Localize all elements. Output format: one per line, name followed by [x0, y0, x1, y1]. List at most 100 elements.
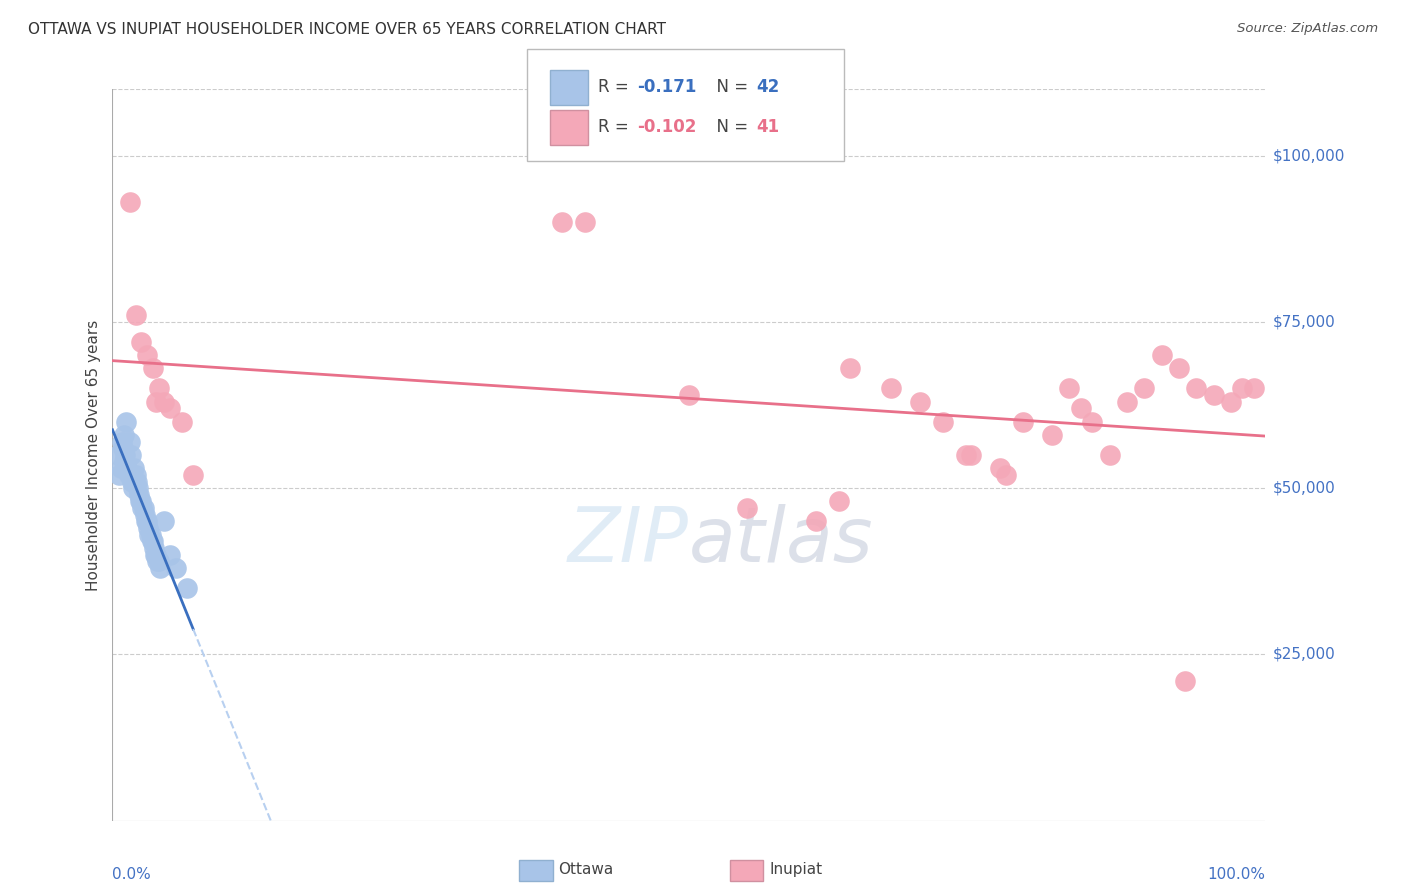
Point	[131, 501, 153, 516]
Point	[955, 448, 977, 462]
Point	[1012, 415, 1035, 429]
Point	[136, 348, 159, 362]
Point	[176, 581, 198, 595]
Point	[145, 394, 167, 409]
Text: $75,000: $75,000	[1272, 315, 1336, 329]
Point	[165, 561, 187, 575]
Point	[111, 442, 134, 456]
Point	[1116, 394, 1139, 409]
Point	[159, 548, 181, 562]
Text: ZIP: ZIP	[568, 504, 689, 578]
Text: R =: R =	[598, 119, 634, 136]
Point	[148, 381, 170, 395]
Point	[170, 415, 193, 429]
Point	[1150, 348, 1173, 362]
Point	[112, 454, 135, 468]
Point	[125, 475, 148, 489]
Point	[931, 415, 953, 429]
Text: Inupiat: Inupiat	[769, 863, 823, 877]
Text: -0.102: -0.102	[637, 119, 696, 136]
Point	[143, 541, 166, 555]
Point	[960, 448, 983, 462]
Point	[1167, 361, 1189, 376]
Point	[114, 448, 136, 462]
Point	[120, 448, 142, 462]
Text: Ottawa: Ottawa	[558, 863, 613, 877]
Point	[181, 467, 204, 482]
Point	[117, 467, 139, 482]
Point	[1219, 394, 1241, 409]
Point	[127, 481, 149, 495]
Text: 0.0%: 0.0%	[112, 867, 152, 882]
Point	[678, 388, 700, 402]
Point	[153, 515, 176, 529]
Text: $50,000: $50,000	[1272, 481, 1336, 496]
Point	[135, 515, 157, 529]
Point	[142, 361, 165, 376]
Point	[142, 534, 165, 549]
Point	[129, 494, 153, 508]
Point	[117, 461, 139, 475]
Text: OTTAWA VS INUPIAT HOUSEHOLDER INCOME OVER 65 YEARS CORRELATION CHART: OTTAWA VS INUPIAT HOUSEHOLDER INCOME OVE…	[28, 22, 666, 37]
Point	[134, 508, 156, 522]
Point	[118, 434, 141, 449]
Text: 100.0%: 100.0%	[1208, 867, 1265, 882]
Point	[124, 461, 146, 475]
Point	[108, 467, 131, 482]
Point	[107, 448, 129, 462]
Point	[804, 515, 827, 529]
Point	[110, 461, 132, 475]
Point	[1081, 415, 1104, 429]
Point	[735, 501, 758, 516]
Point	[139, 527, 162, 541]
Text: atlas: atlas	[689, 504, 873, 578]
Point	[159, 401, 181, 416]
Point	[129, 494, 152, 508]
Point	[153, 394, 176, 409]
Point	[574, 215, 596, 229]
Point	[1133, 381, 1156, 395]
Text: $25,000: $25,000	[1272, 647, 1336, 662]
Point	[115, 415, 138, 429]
Point	[880, 381, 903, 395]
Point	[1185, 381, 1208, 395]
Point	[908, 394, 931, 409]
Point	[1059, 381, 1081, 395]
Point	[149, 561, 172, 575]
Point	[141, 534, 163, 549]
Text: R =: R =	[598, 78, 634, 96]
Point	[148, 554, 170, 568]
Point	[839, 361, 862, 376]
Point	[1040, 428, 1063, 442]
Point	[136, 515, 159, 529]
Point	[136, 521, 159, 535]
Point	[128, 488, 150, 502]
Point	[146, 554, 169, 568]
Point	[122, 481, 145, 495]
Point	[132, 501, 155, 516]
Point	[1243, 381, 1265, 395]
Text: N =: N =	[706, 119, 754, 136]
Point	[828, 494, 851, 508]
Point	[1174, 673, 1197, 688]
Point	[118, 195, 141, 210]
Text: N =: N =	[706, 78, 754, 96]
Text: 42: 42	[756, 78, 780, 96]
Point	[129, 334, 153, 349]
Point	[1202, 388, 1225, 402]
Point	[138, 527, 160, 541]
Point	[124, 467, 146, 482]
Text: Source: ZipAtlas.com: Source: ZipAtlas.com	[1237, 22, 1378, 36]
Point	[111, 434, 134, 449]
Point	[124, 308, 146, 322]
Point	[1098, 448, 1121, 462]
Text: $100,000: $100,000	[1272, 148, 1344, 163]
Point	[551, 215, 574, 229]
Point	[145, 548, 167, 562]
Point	[1070, 401, 1092, 416]
Point	[995, 467, 1018, 482]
Point	[112, 428, 135, 442]
Y-axis label: Householder Income Over 65 years: Householder Income Over 65 years	[86, 319, 101, 591]
Point	[121, 475, 143, 489]
Point	[988, 461, 1011, 475]
